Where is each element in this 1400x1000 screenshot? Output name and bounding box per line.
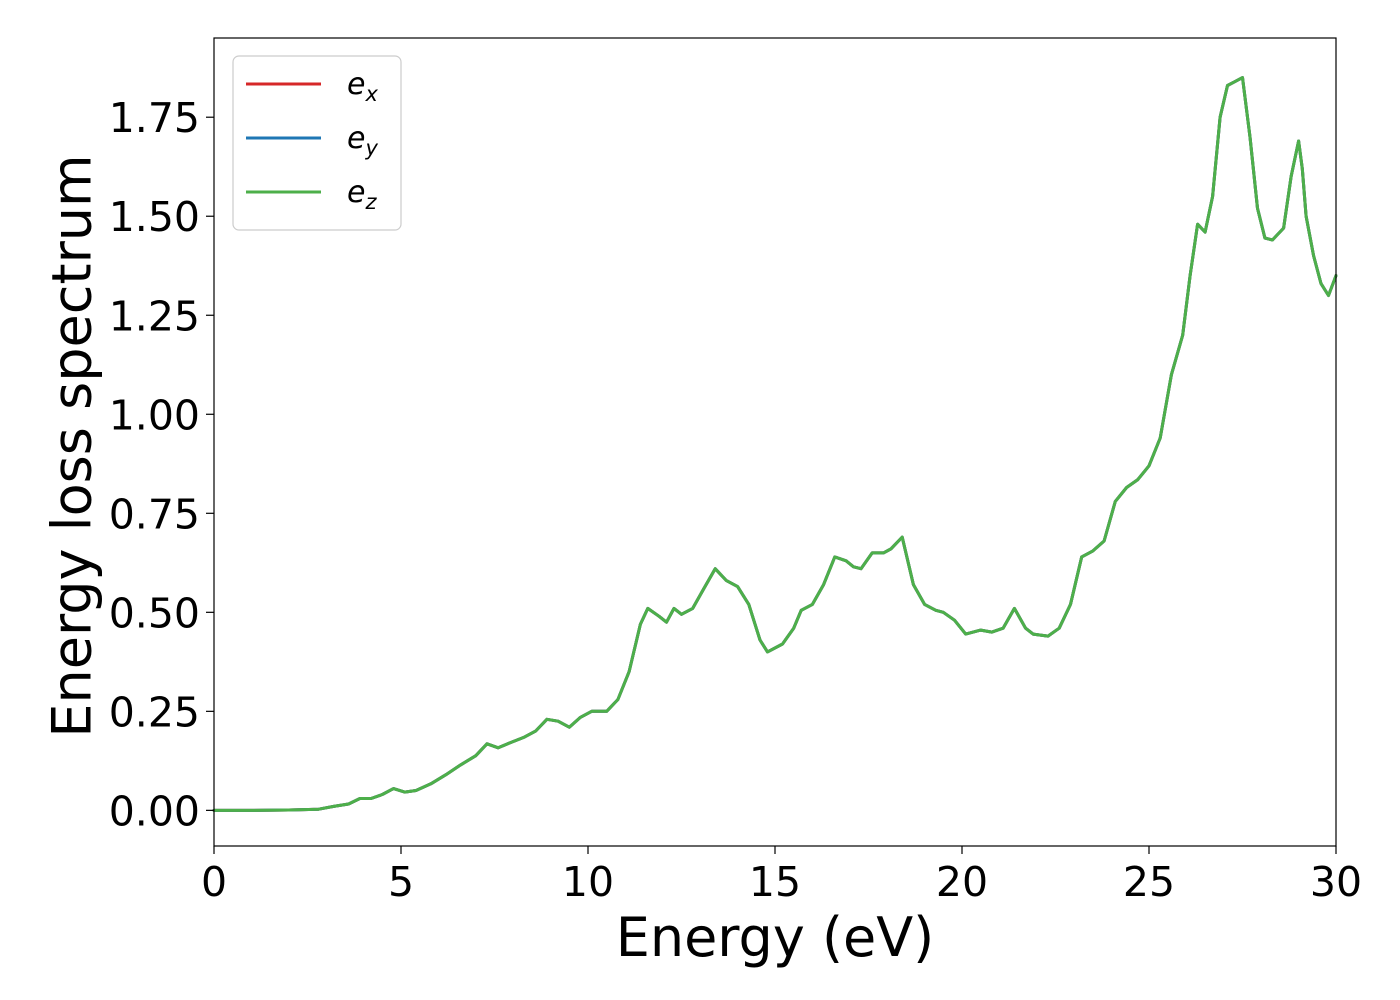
y-tick-label: 0.25 bbox=[109, 688, 200, 736]
x-tick-label: 20 bbox=[936, 858, 988, 906]
y-tick-label: 1.00 bbox=[109, 391, 200, 439]
legend-label-e-z: ez bbox=[347, 175, 377, 214]
y-tick-label: 1.25 bbox=[109, 292, 200, 340]
legend-label-e-x: ex bbox=[347, 67, 378, 106]
y-tick-label: 1.50 bbox=[109, 193, 200, 241]
x-tick-label: 15 bbox=[749, 858, 801, 906]
x-tick-label: 25 bbox=[1123, 858, 1175, 906]
y-tick-label: 0.75 bbox=[109, 490, 200, 538]
y-axis-label: Energy loss spectrum bbox=[41, 154, 104, 737]
x-axis-label: Energy (eV) bbox=[616, 906, 935, 969]
y-tick-label: 0.50 bbox=[109, 589, 200, 637]
legend-box bbox=[232, 55, 402, 231]
y-tick-label: 1.75 bbox=[109, 94, 200, 142]
x-tick-label: 10 bbox=[562, 858, 614, 906]
legend: ex ey ez bbox=[232, 55, 402, 231]
series-layer bbox=[212, 76, 1338, 812]
series-line-e-z bbox=[212, 76, 1338, 812]
x-tick-label: 30 bbox=[1310, 858, 1362, 906]
x-tick-label: 5 bbox=[388, 858, 414, 906]
ticks-layer: 0 5 10 15 20 25 30 0.00 0.25 0.50 0.75 1.00 1.25 1.50… bbox=[109, 94, 1362, 906]
x-tick-label: 0 bbox=[201, 858, 227, 906]
y-tick-label: 0.00 bbox=[109, 787, 200, 835]
legend-label-e-y: ey bbox=[347, 121, 378, 160]
